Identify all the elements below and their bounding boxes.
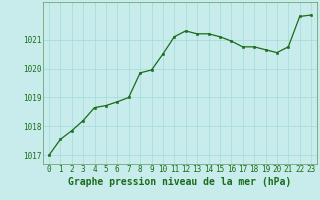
- X-axis label: Graphe pression niveau de la mer (hPa): Graphe pression niveau de la mer (hPa): [68, 177, 292, 187]
